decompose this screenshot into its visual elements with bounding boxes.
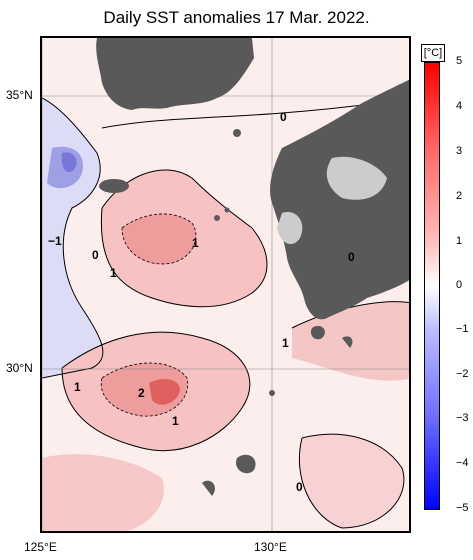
contour-label: 0 xyxy=(296,480,303,494)
sst-field xyxy=(42,38,409,531)
island xyxy=(233,129,241,137)
warm-core-south-2 xyxy=(149,378,180,405)
island xyxy=(310,325,325,340)
colorbar-tick: −2 xyxy=(456,368,469,380)
colorbar-tick: −4 xyxy=(456,457,469,469)
sst-map: 0 −1 0 1 1 0 1 1 2 1 0 xyxy=(40,36,411,533)
warm-core-central xyxy=(122,213,196,264)
island xyxy=(214,215,220,221)
colorbar-tick: 1 xyxy=(456,235,463,247)
map-title: Daily SST anomalies 17 Mar. 2022. xyxy=(103,8,370,27)
dashed-contours xyxy=(100,213,197,417)
contour-label: −1 xyxy=(48,234,62,248)
colorbar-tick: −3 xyxy=(456,412,469,424)
colorbar-tick: 4 xyxy=(456,100,463,112)
contour-label: 0 xyxy=(348,250,355,264)
cool-core-inner xyxy=(61,152,77,173)
colorbar-tick: −1 xyxy=(456,323,469,335)
colorbar-unit: [°C] xyxy=(421,44,445,62)
island xyxy=(224,207,230,213)
colorbar-tick: 2 xyxy=(456,190,463,202)
graticule xyxy=(42,38,409,531)
lon-label: 130°E xyxy=(254,540,287,554)
contour-label: 1 xyxy=(172,414,179,428)
contour-label: 2 xyxy=(138,386,145,400)
island xyxy=(269,390,275,396)
contour-label: 1 xyxy=(192,236,199,250)
contour-label: 1 xyxy=(110,266,117,280)
lat-label: 35°N xyxy=(6,88,33,102)
contour-label: 0 xyxy=(92,248,99,262)
jeju-island xyxy=(99,179,129,193)
colorbar xyxy=(424,62,440,510)
colorbar-tick: −5 xyxy=(456,502,469,514)
lon-label: 125°E xyxy=(24,540,57,554)
island xyxy=(202,480,215,496)
korea-peninsula xyxy=(96,38,254,110)
contour-label: 0 xyxy=(280,110,287,124)
contour-label: 1 xyxy=(74,380,81,394)
amami-island xyxy=(235,454,256,474)
warm-region-se xyxy=(299,434,404,528)
contour-label: 1 xyxy=(282,336,289,350)
colorbar-tick: 3 xyxy=(456,145,463,157)
lat-label: 30°N xyxy=(6,361,33,375)
colorbar-tick: 0 xyxy=(456,279,463,291)
warm-region-sw xyxy=(42,454,164,531)
island xyxy=(342,336,353,348)
kyushu-interior xyxy=(326,156,387,200)
kyushu xyxy=(270,79,409,320)
ariake-sea xyxy=(277,212,303,245)
colorbar-tick: 5 xyxy=(456,55,463,67)
